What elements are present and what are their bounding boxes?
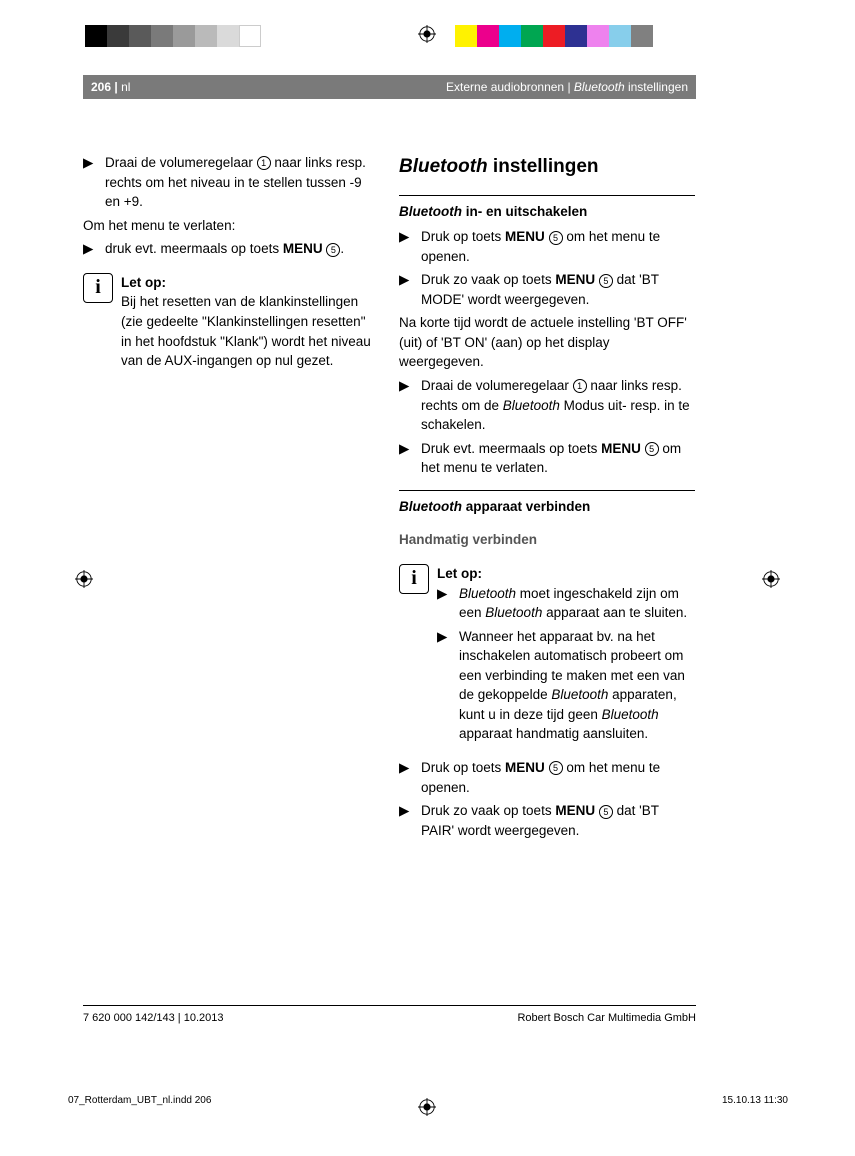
bullet-arrow-icon: ▶: [399, 801, 421, 840]
key-ref-1: 1: [573, 379, 587, 393]
note-body: Bij het resetten van de klankinstellinge…: [121, 292, 379, 370]
list-item: ▶ Bluetooth moet ingeschakeld zijn om ee…: [437, 584, 695, 623]
header-page-lang: 206 | nl: [91, 80, 130, 94]
header-section: Externe audiobronnen | Bluetooth instell…: [446, 80, 688, 94]
key-ref-5: 5: [599, 274, 613, 288]
info-icon: i: [399, 564, 429, 594]
section-title: Bluetooth instellingen: [399, 153, 695, 181]
footer-company: Robert Bosch Car Multimedia GmbH: [517, 1012, 696, 1024]
bullet-arrow-icon: ▶: [83, 153, 105, 212]
content-area: ▶ Draai de volumeregelaar 1 naar links r…: [83, 115, 696, 844]
body-text: druk evt. meermaals op toets MENU 5.: [105, 239, 379, 259]
indd-timestamp: 15.10.13 11:30: [722, 1095, 788, 1106]
list-item: ▶ druk evt. meermaals op toets MENU 5.: [83, 239, 379, 259]
list-item: ▶ Draai de volumeregelaar 1 naar links r…: [399, 376, 695, 435]
bullet-arrow-icon: ▶: [399, 376, 421, 435]
key-ref-1: 1: [257, 156, 271, 170]
list-item: ▶ Druk evt. meermaals op toets MENU 5 om…: [399, 439, 695, 478]
body-text: Draai de volumeregelaar 1 naar links res…: [105, 153, 379, 212]
registration-mark-icon: [762, 570, 780, 588]
grayscale-colorbar: [85, 25, 261, 47]
list-item: ▶ Draai de volumeregelaar 1 naar links r…: [83, 153, 379, 212]
note-content: Let op: Bij het resetten van de klankins…: [121, 273, 379, 371]
indesign-slug: 07_Rotterdam_UBT_nl.indd 206 15.10.13 11…: [68, 1095, 788, 1106]
body-text: Druk op toets MENU 5 om het menu te open…: [421, 227, 695, 266]
registration-mark-icon: [418, 25, 436, 43]
indd-file: 07_Rotterdam_UBT_nl.indd 206: [68, 1095, 211, 1106]
bullet-arrow-icon: ▶: [399, 227, 421, 266]
lang-code: nl: [121, 80, 130, 94]
body-text: Druk zo vaak op toets MENU 5 dat 'BT PAI…: [421, 801, 695, 840]
list-item: ▶ Wanneer het apparaat bv. na het inscha…: [437, 627, 695, 744]
note-heading: Let op:: [121, 273, 379, 293]
info-icon: i: [83, 273, 113, 303]
key-ref-5: 5: [549, 761, 563, 775]
note-content: Let op: ▶ Bluetooth moet ingeschakeld zi…: [437, 564, 695, 748]
column-left: ▶ Draai de volumeregelaar 1 naar links r…: [83, 115, 379, 844]
note-body: Bluetooth moet ingeschakeld zijn om een …: [459, 584, 695, 623]
bullet-arrow-icon: ▶: [437, 627, 459, 744]
footer-doc-id: 7 620 000 142/143 | 10.2013: [83, 1012, 224, 1024]
subheading: Bluetooth apparaat verbinden: [399, 490, 695, 517]
list-item: ▶ Druk zo vaak op toets MENU 5 dat 'BT M…: [399, 270, 695, 309]
bullet-arrow-icon: ▶: [399, 439, 421, 478]
key-ref-5: 5: [599, 805, 613, 819]
body-text: Druk op toets MENU 5 om het menu te open…: [421, 758, 695, 797]
list-item: ▶ Druk op toets MENU 5 om het menu te op…: [399, 227, 695, 266]
column-right: Bluetooth instellingen Bluetooth in- en …: [399, 115, 695, 844]
note-body: Wanneer het apparaat bv. na het inschake…: [459, 627, 695, 744]
bullet-arrow-icon: ▶: [399, 270, 421, 309]
body-text: Draai de volumeregelaar 1 naar links res…: [421, 376, 695, 435]
bullet-arrow-icon: ▶: [399, 758, 421, 797]
page-header: 206 | nl Externe audiobronnen | Bluetoot…: [83, 75, 696, 99]
key-ref-5: 5: [549, 231, 563, 245]
body-text: Druk evt. meermaals op toets MENU 5 om h…: [421, 439, 695, 478]
page-number: 206: [91, 80, 111, 94]
list-item: ▶ Druk op toets MENU 5 om het menu te op…: [399, 758, 695, 797]
body-text: Na korte tijd wordt de actuele instellin…: [399, 313, 695, 372]
cmyk-colorbar: [455, 25, 653, 47]
list-item: ▶ Druk zo vaak op toets MENU 5 dat 'BT P…: [399, 801, 695, 840]
page-footer: 7 620 000 142/143 | 10.2013 Robert Bosch…: [83, 1005, 696, 1024]
body-text: Druk zo vaak op toets MENU 5 dat 'BT MOD…: [421, 270, 695, 309]
key-ref-5: 5: [645, 442, 659, 456]
note-box: i Let op: Bij het resetten van de klanki…: [83, 273, 379, 371]
bullet-arrow-icon: ▶: [83, 239, 105, 259]
bullet-arrow-icon: ▶: [437, 584, 459, 623]
note-heading: Let op:: [437, 564, 695, 584]
note-box: i Let op: ▶ Bluetooth moet ingeschakeld …: [399, 564, 695, 748]
sub-subheading: Handmatig verbinden: [399, 530, 695, 550]
subheading: Bluetooth in- en uitschakelen: [399, 195, 695, 222]
key-ref-5: 5: [326, 243, 340, 257]
body-text: Om het menu te verlaten:: [83, 216, 379, 236]
